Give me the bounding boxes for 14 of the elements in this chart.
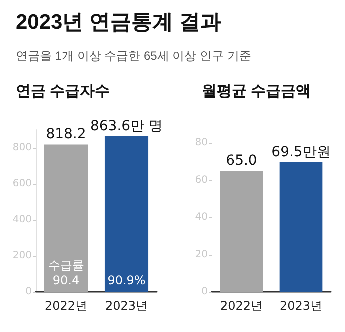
chart-subtitle: 연금을 1개 이상 수급한 65세 이상 인구 기준 [16,49,252,63]
data-label: 65.0 [226,152,258,169]
data-label: 69.5만원 [272,144,331,161]
annotation: 90.9% [108,274,146,288]
data-label: 863.6만 명 [90,118,164,135]
chart-title: 월평균 수급금액 [202,83,312,100]
annotation: 수급률 90.4 [48,258,84,288]
x-tick-label: 2022년 [220,299,264,313]
data-label: 818.2 [46,126,86,143]
chart-title: 2023년 연금통계 결과 [16,11,222,34]
x-tick-label: 2023년 [105,299,148,313]
x-tick-label: 2022년 [44,299,88,313]
x-tick-label: 2023년 [280,299,323,313]
text: 연금 수급자수 [16,83,110,100]
